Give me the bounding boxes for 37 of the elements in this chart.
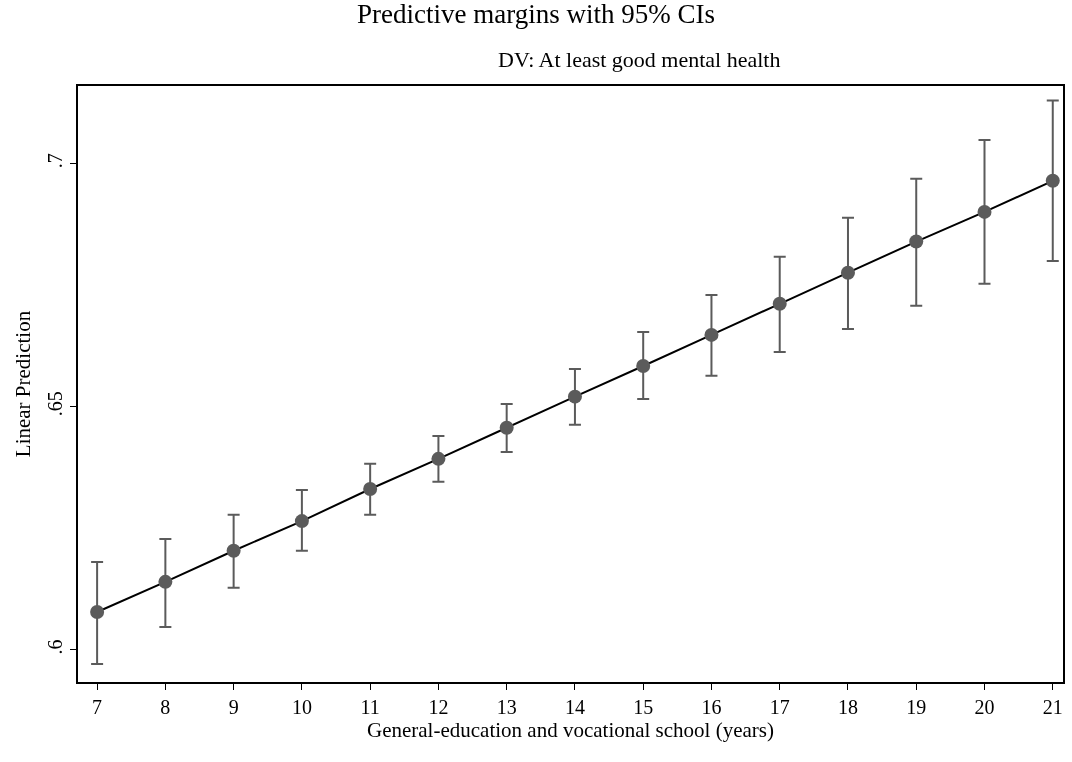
point — [704, 327, 719, 342]
x-tick-label: 20 — [974, 695, 995, 718]
chart-title: Predictive margins with 95% CIs — [357, 0, 715, 29]
x-tick-label: 10 — [291, 695, 312, 718]
x-tick-label: 7 — [92, 695, 103, 718]
y-tick-label: .6 — [44, 639, 67, 655]
point — [158, 574, 173, 589]
point — [840, 265, 855, 280]
y-axis-title: Linear Prediction — [10, 310, 35, 458]
point — [431, 451, 446, 466]
chart-subtitle: DV: At least good mental health — [498, 47, 781, 72]
point — [294, 514, 309, 529]
point — [363, 482, 378, 496]
x-tick-label: 13 — [496, 695, 517, 718]
x-tick-label: 21 — [1042, 695, 1063, 718]
x-tick-label: 12 — [428, 695, 449, 718]
x-tick-label: 8 — [160, 695, 171, 718]
point — [226, 543, 241, 558]
x-tick-label: 16 — [701, 695, 722, 718]
x-tick-label: 9 — [228, 695, 239, 718]
point — [772, 296, 787, 311]
point — [909, 234, 924, 249]
point — [90, 605, 105, 619]
x-tick-label: 14 — [564, 695, 585, 718]
x-tick-label: 17 — [769, 695, 790, 718]
point — [1045, 173, 1060, 188]
point — [567, 389, 582, 404]
x-tick-label: 11 — [360, 695, 380, 718]
x-tick-label: 19 — [906, 695, 927, 718]
point — [636, 359, 651, 373]
x-axis-title: General-education and vocational school (years) — [367, 717, 774, 742]
y-tick-label: .65 — [44, 391, 67, 417]
x-tick-label: 15 — [633, 695, 654, 718]
point — [499, 420, 514, 435]
x-tick-label: 18 — [837, 695, 858, 718]
y-tick-label: .7 — [44, 153, 67, 169]
point — [977, 204, 992, 219]
